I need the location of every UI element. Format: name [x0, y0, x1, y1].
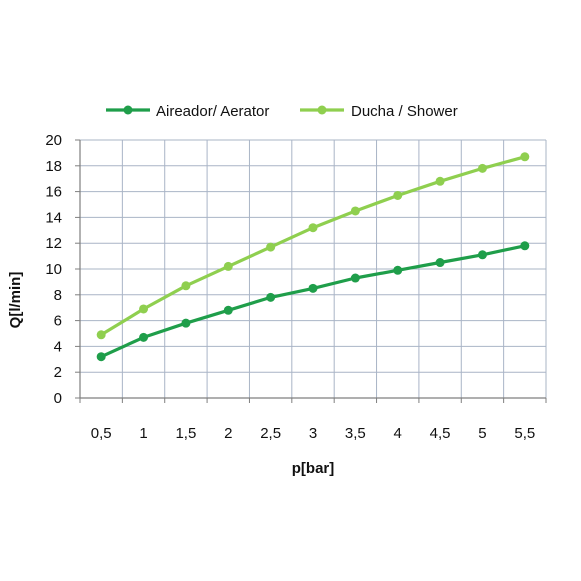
data-point: [308, 283, 318, 293]
y-tick-label: 20: [45, 132, 62, 149]
data-point: [96, 352, 106, 362]
y-tick-label: 2: [54, 364, 62, 381]
x-tick-label: 4,5: [430, 425, 451, 442]
y-tick-label: 0: [54, 390, 62, 407]
data-point: [139, 304, 149, 314]
y-tick-label: 8: [54, 287, 62, 304]
x-tick-label: 2,5: [260, 425, 281, 442]
x-tick-label: 5: [478, 425, 486, 442]
data-point: [350, 206, 360, 216]
y-tick-label: 12: [45, 235, 62, 252]
data-point: [435, 258, 445, 268]
data-point: [96, 330, 106, 340]
data-point: [520, 241, 530, 251]
data-point: [477, 163, 487, 173]
series-1: [96, 241, 530, 362]
y-tick-label: 10: [45, 261, 62, 278]
data-point: [393, 190, 403, 200]
legend-item-2: Ducha / Shower: [300, 103, 458, 120]
legend-swatch-marker: [317, 105, 327, 115]
y-tick-label: 6: [54, 313, 62, 330]
data-point: [181, 281, 191, 291]
axes: [75, 139, 547, 403]
x-tick-label: 3: [309, 425, 317, 442]
x-tick-label: 1,5: [175, 425, 196, 442]
y-tick-label: 18: [45, 158, 62, 175]
data-point: [435, 176, 445, 186]
data-point: [350, 273, 360, 283]
legend: Aireador/ Aerator Ducha / Shower: [106, 103, 458, 120]
x-tick-labels: 0,5 1 1,5 2 2,5 3 3,5 4 4,5 5 5,5: [91, 425, 535, 442]
x-tick-label: 5,5: [514, 425, 535, 442]
x-tick-label: 2: [224, 425, 232, 442]
x-tick-label: 4: [394, 425, 402, 442]
data-point: [266, 292, 276, 302]
data-point: [139, 332, 149, 342]
y-tick-labels: 0 2 4 6 8 10 12 14 16 18 20: [45, 132, 62, 407]
legend-swatch-marker: [123, 105, 133, 115]
series-group: [96, 152, 530, 362]
data-point: [477, 250, 487, 260]
y-tick-label: 14: [45, 209, 62, 226]
data-point: [520, 152, 530, 162]
legend-item-1: Aireador/ Aerator: [106, 103, 269, 120]
x-tick-label: 0,5: [91, 425, 112, 442]
y-tick-label: 4: [54, 338, 62, 355]
x-tick-label: 1: [139, 425, 147, 442]
series-2: [96, 152, 530, 340]
data-point: [181, 318, 191, 328]
data-point: [223, 261, 233, 271]
y-axis-title: Q[l/min]: [7, 272, 24, 329]
x-axis-title: p[bar]: [292, 460, 335, 477]
legend-label: Aireador/ Aerator: [156, 103, 269, 120]
data-point: [393, 265, 403, 275]
data-point: [266, 242, 276, 252]
y-tick-label: 16: [45, 184, 62, 201]
grid: [79, 139, 547, 399]
data-point: [223, 305, 233, 315]
legend-label: Ducha / Shower: [351, 103, 458, 120]
x-tick-label: 3,5: [345, 425, 366, 442]
data-point: [308, 223, 318, 233]
